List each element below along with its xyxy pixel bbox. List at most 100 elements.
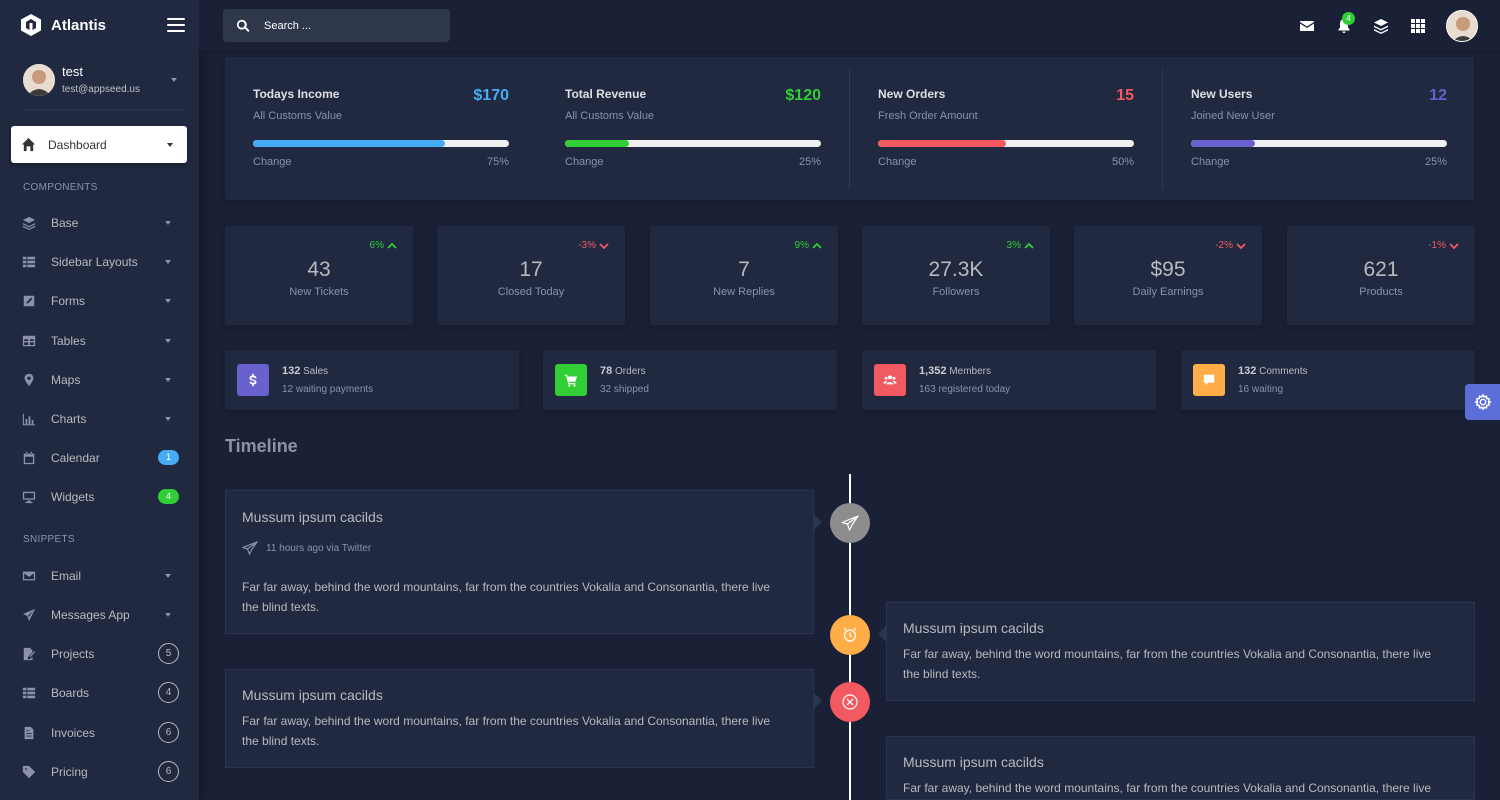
map-marker-icon: [21, 372, 37, 388]
notifications-button[interactable]: 4: [1325, 8, 1362, 45]
mini-stat-closed-today: -3% 17 Closed Today: [437, 226, 625, 325]
sidebar-item-boards[interactable]: Boards 4: [0, 673, 199, 712]
home-icon: [21, 137, 36, 152]
logo-icon[interactable]: [19, 13, 43, 37]
mini-value: 27.3K: [928, 258, 984, 281]
stat-subtitle: All Customs Value: [253, 110, 343, 122]
sidebar-item-pricing[interactable]: Pricing 6: [0, 752, 199, 791]
search-icon[interactable]: [236, 19, 250, 33]
paper-plane-icon: [841, 515, 859, 531]
progress-bar: [878, 140, 1134, 147]
chevron-down-icon: [165, 338, 171, 343]
quick-actions-button[interactable]: [1362, 8, 1399, 45]
calendar-badge: 1: [158, 450, 179, 465]
chevron-down-icon: [165, 220, 171, 225]
sidebar-item-widgets[interactable]: Widgets 4: [0, 477, 199, 516]
progress-bar: [253, 140, 509, 147]
timeline-body: Far far away, behind the word mountains,…: [903, 647, 1432, 681]
search-box[interactable]: [223, 9, 450, 42]
gear-icon: [1473, 393, 1492, 411]
sidebar-item-label: Email: [51, 568, 82, 583]
sidebar-item-forms[interactable]: Forms: [0, 281, 199, 320]
menu-toggle-icon[interactable]: [167, 18, 185, 32]
th-icon: [21, 254, 37, 270]
chevron-down-icon: [1449, 242, 1459, 249]
timeline-dot: [830, 615, 870, 655]
close-icon: [842, 694, 858, 710]
progress-bar: [565, 140, 821, 147]
chevron-down-icon: [599, 242, 609, 249]
comments-sub: 16 waiting: [1238, 384, 1284, 395]
avatar: [23, 63, 55, 96]
file-signature-icon: [21, 646, 37, 662]
user-email: test@appseed.us: [62, 84, 140, 95]
section-snippets: SNIPPETS: [23, 534, 75, 545]
sidebar-item-tables[interactable]: Tables: [0, 321, 199, 360]
timeline-dot: [830, 503, 870, 543]
stat-total-revenue: Total Revenue All Customs Value $120 Cha…: [537, 57, 849, 200]
users-icon: [874, 364, 906, 396]
sidebar-item-email[interactable]: Email: [0, 556, 199, 595]
sidebar-item-base[interactable]: Base: [0, 203, 199, 242]
messages-button[interactable]: [1288, 8, 1325, 45]
members-number: 1,352: [919, 365, 947, 377]
mini-value: $95: [1150, 258, 1186, 281]
user-profile[interactable]: test test@appseed.us: [23, 50, 187, 110]
mini-label: Products: [1359, 286, 1403, 298]
orders-label: Orders: [615, 366, 646, 377]
sidebar-item-messages-app[interactable]: Messages App: [0, 595, 199, 634]
stat-percent: 25%: [1424, 156, 1447, 168]
user-name: test: [62, 64, 83, 79]
chevron-down-icon[interactable]: [171, 77, 177, 82]
icon-stat-sales: 132 Sales 12 waiting payments: [225, 350, 519, 410]
mini-stat-daily-earnings: -2% $95 Daily Earnings: [1074, 226, 1262, 325]
sidebar-item-label: Messages App: [51, 607, 130, 622]
apps-button[interactable]: [1399, 8, 1436, 45]
chevron-down-icon: [167, 142, 173, 147]
progress-bar: [1191, 140, 1447, 147]
mini-stat-new-tickets: 6% 43 New Tickets: [225, 226, 413, 325]
shopping-cart-icon: [555, 364, 587, 396]
sidebar-item-label: Maps: [51, 372, 81, 387]
sidebar-item-label: Sidebar Layouts: [51, 254, 138, 269]
stat-subtitle: Joined New User: [1191, 110, 1275, 122]
layers-icon: [21, 215, 37, 231]
search-input[interactable]: [264, 19, 434, 32]
comments-label: Comments: [1259, 366, 1308, 377]
chevron-down-icon: [1236, 242, 1246, 249]
desktop-icon: [21, 489, 37, 505]
widgets-badge: 4: [158, 489, 179, 504]
sidebar-item-label: Widgets: [51, 489, 95, 504]
sidebar-item-charts[interactable]: Charts: [0, 399, 199, 438]
mini-value: 43: [307, 258, 331, 281]
user-avatar[interactable]: [1446, 10, 1478, 42]
sidebar-item-label: Boards: [51, 685, 90, 700]
mini-label: Closed Today: [497, 286, 565, 298]
file-invoice-icon: [21, 725, 37, 741]
stats-card: Todays Income All Customs Value $170 Cha…: [225, 57, 1474, 200]
sidebar-item-invoices[interactable]: Invoices 6: [0, 713, 199, 752]
progress-fill: [1191, 140, 1255, 147]
timeline-heading: Mussum ipsum cacilds: [242, 509, 383, 525]
sidebar-item-calendar[interactable]: Calendar 1: [0, 438, 199, 477]
sidebar-item-maps[interactable]: Maps: [0, 360, 199, 399]
settings-toggle[interactable]: [1465, 384, 1500, 420]
chevron-down-icon: [165, 612, 171, 617]
chevron-down-icon: [165, 377, 171, 382]
app-name[interactable]: Atlantis: [51, 16, 107, 34]
timeline-panel: Mussum ipsum cacilds Far far away, behin…: [225, 669, 822, 768]
sidebar-item-dashboard[interactable]: Dashboard: [11, 126, 187, 163]
logo-bar: Atlantis: [0, 0, 199, 50]
change-indicator: -2%: [1215, 240, 1246, 251]
layers-icon: [1373, 19, 1388, 34]
sidebar-item-label: Pricing: [51, 764, 88, 779]
timeline-panel: Mussum ipsum cacilds Far far away, behin…: [886, 736, 1475, 800]
mini-label: New Tickets: [289, 286, 349, 298]
sidebar-item-label: Dashboard: [48, 137, 107, 152]
sales-label: Sales: [303, 366, 329, 377]
change-indicator: 6%: [370, 240, 397, 251]
sidebar-item-sidebar-layouts[interactable]: Sidebar Layouts: [0, 242, 199, 281]
sidebar-item-projects[interactable]: Projects 5: [0, 634, 199, 673]
sidebar-item-label: Calendar: [51, 450, 100, 465]
chevron-up-icon: [387, 242, 397, 249]
